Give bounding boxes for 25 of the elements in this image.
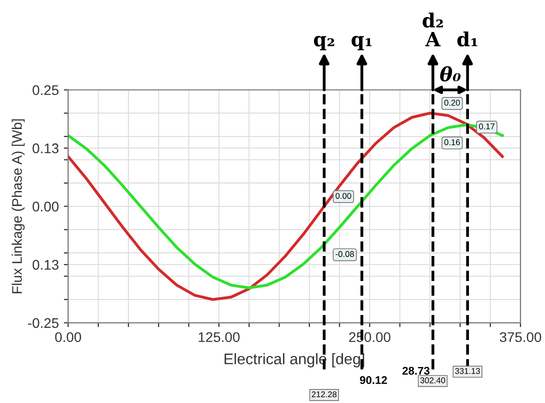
text: θ₀ <box>440 66 461 82</box>
y-tick-label: -0.25 <box>28 318 59 328</box>
annotation: -0.08 <box>336 251 354 257</box>
text: 90.12 <box>360 376 387 384</box>
y-tick-label: 0.13 <box>32 143 58 154</box>
annotation: 0.20 <box>444 100 460 106</box>
text: 331.13 <box>455 368 480 374</box>
x-tick-label: 375.00 <box>500 332 542 342</box>
x-axis-title: Electrical angle [deg] <box>224 353 364 368</box>
y-tick-label: 0.13 <box>32 260 58 270</box>
y-tick-label: 0.25 <box>32 85 59 96</box>
text: 212.28 <box>312 391 337 398</box>
ref-line-label: d₂ A <box>422 12 443 46</box>
ref-line-label: d₁ <box>457 31 478 47</box>
annotation: 0.16 <box>444 139 460 146</box>
x-tick-label: 0.00 <box>55 332 82 342</box>
annotation: 0.00 <box>336 192 352 199</box>
ref-line-label: q₁ <box>352 36 372 50</box>
annotation: 0.17 <box>478 123 494 130</box>
y-tick-label: 0.00 <box>32 202 59 212</box>
text: 302.40 <box>420 377 446 384</box>
x-tick-label: 125.00 <box>198 332 240 342</box>
ref-line-label: q₂ <box>314 36 334 50</box>
y-axis-title: Flux Linkage (Phase A) [Wb] <box>12 119 25 294</box>
text: 28.73 <box>402 366 430 375</box>
